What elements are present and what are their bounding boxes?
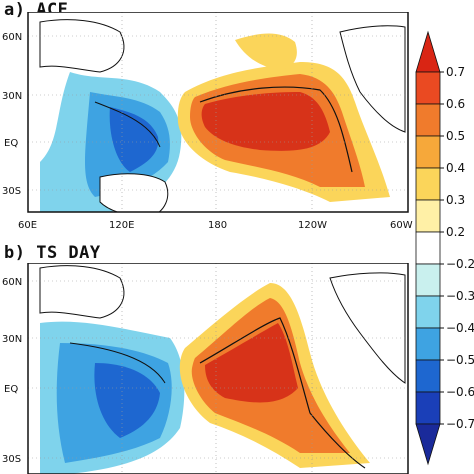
colorbar-tick-label: 0.3: [446, 193, 465, 207]
colorbar-tick-label: 0.5: [446, 129, 465, 143]
panel-a-lat-label: 60N: [2, 32, 22, 43]
panel-b-field: [28, 263, 408, 474]
panel-a-lat-label: EQ: [4, 138, 18, 149]
panel-a-lon-label: 60W: [390, 220, 413, 231]
colorbar-labels: 0.7 0.6 0.5 0.4 0.3 0.2 −0.2 −0.3 −0.4 −0.5 −0.6 −0…: [440, 65, 474, 431]
panel-b-frame: [27, 263, 409, 474]
panel-b-gridlines: [28, 263, 408, 474]
colorbar-swatch: [415, 295, 441, 329]
panel-a-map: 60N 30N EQ 30S 60E 120E 180 120W 60W: [2, 12, 413, 231]
panel-a-lon-label: 120W: [298, 220, 327, 231]
colorbar-swatch: [415, 135, 441, 169]
panel-a-lon-label: 60E: [18, 220, 37, 231]
colorbar-tick-label: 0.4: [446, 161, 465, 175]
colorbar-tick-label: −0.4: [446, 321, 474, 335]
panel-a-lat-label: 30S: [2, 186, 21, 197]
colorbar-swatches: [415, 30, 441, 466]
colorbar-tick-label: −0.3: [446, 289, 474, 303]
colorbar-swatch: [415, 199, 441, 233]
panel-a-gridlines: [28, 12, 408, 212]
panel-b-lat-label: 30N: [2, 334, 22, 345]
colorbar-tick-label: −0.7: [446, 417, 474, 431]
colorbar-swatch: [415, 71, 441, 105]
colorbar-swatch: [415, 263, 441, 297]
colorbar-tick-label: −0.6: [446, 385, 474, 399]
colorbar-swatch: [415, 391, 441, 425]
colorbar-tick-label: −0.2: [446, 257, 474, 271]
panel-b-lat-label: 60N: [2, 277, 22, 288]
panel-b-map: 60N 30N EQ 30S: [2, 263, 409, 474]
panel-a-frame: [27, 12, 409, 213]
colorbar-tick-label: −0.5: [446, 353, 474, 367]
panel-b-lat-label: 30S: [2, 454, 21, 465]
colorbar-tick-label: 0.7: [446, 65, 465, 79]
panel-a-lon-label: 180: [208, 220, 227, 231]
panel-a-lat-label: 30N: [2, 91, 22, 102]
colorbar-swatch: [415, 30, 441, 73]
colorbar-swatch: [415, 359, 441, 393]
panel-a-lon-label: 120E: [109, 220, 134, 231]
colorbar-swatch: [415, 423, 441, 466]
panel-b-lat-label: EQ: [4, 384, 18, 395]
colorbar-swatch: [415, 167, 441, 201]
panel-a-field: [28, 12, 408, 212]
colorbar-swatch: [415, 231, 441, 265]
colorbar: 0.7 0.6 0.5 0.4 0.3 0.2 −0.2 −0.3 −0.4 −0.5 −0.6 −0…: [415, 30, 474, 466]
colorbar-swatch: [415, 327, 441, 361]
colorbar-tick-label: 0.6: [446, 97, 465, 111]
colorbar-tick-label: 0.2: [446, 225, 465, 239]
colorbar-swatch: [415, 103, 441, 137]
panel-b-title: b) TS DAY: [4, 243, 101, 263]
